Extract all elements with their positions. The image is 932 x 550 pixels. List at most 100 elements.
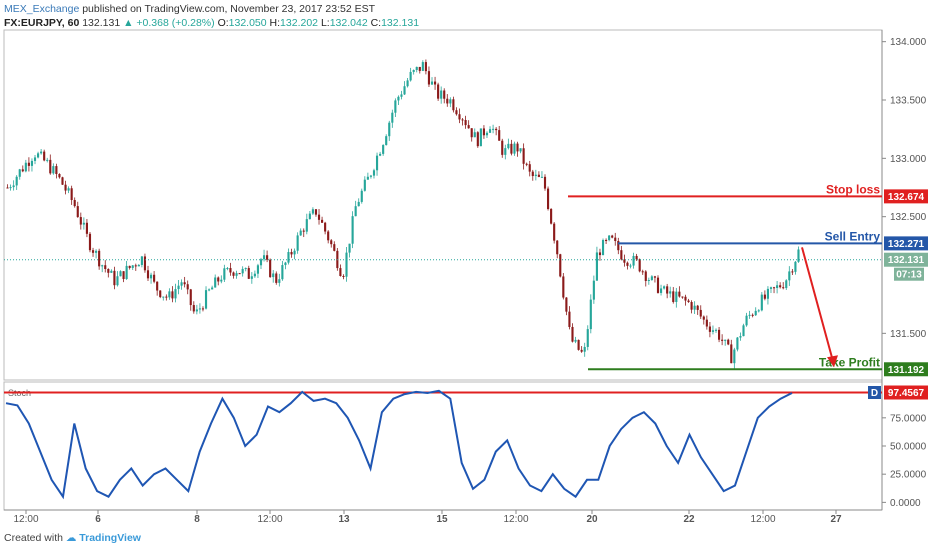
candle-body [61, 177, 64, 185]
candle-body [284, 262, 287, 266]
time-axis[interactable]: 12:00 6 8 12:00 13 15 12:00 20 22 12:00 27 [13, 510, 842, 525]
candle-body [507, 143, 510, 149]
candle-body [644, 271, 647, 281]
candle-body [736, 337, 739, 350]
high-label: H: [269, 17, 281, 29]
candle-body [27, 162, 30, 166]
candle-body [766, 288, 770, 299]
candle-body [156, 281, 159, 291]
candle-body [299, 230, 302, 236]
candle-body [430, 81, 434, 85]
candle-body [400, 94, 403, 97]
candle-body [626, 262, 629, 266]
candle-body [488, 129, 492, 133]
candle-body [699, 309, 702, 317]
candle-body [220, 279, 223, 282]
candle-body [177, 285, 180, 290]
candle-body [745, 315, 748, 326]
candle-body [595, 252, 598, 281]
candle-body [18, 169, 21, 177]
candle-body [107, 269, 110, 273]
candle-body [461, 119, 464, 121]
candle-body [43, 151, 46, 161]
candle-body [171, 291, 174, 299]
price-tick-label: 133.000 [890, 154, 927, 165]
candle-body [779, 285, 782, 288]
candle-body [580, 349, 583, 352]
author-link[interactable]: MEX_Exchange [4, 3, 80, 15]
candle-body [656, 277, 660, 293]
candle-body [259, 259, 263, 266]
candle-body [55, 166, 58, 175]
candle-body [589, 299, 592, 330]
candle-body [70, 188, 73, 201]
price-pane[interactable] [3, 29, 883, 381]
candle-body [776, 285, 779, 288]
candle-body [272, 273, 275, 278]
candle-body [342, 276, 345, 278]
time-tick-label: 12:00 [750, 514, 775, 525]
candle-body [302, 230, 305, 232]
candle-body [724, 339, 727, 341]
candle-body [52, 166, 55, 174]
candle-body [586, 329, 589, 347]
candle-body [632, 255, 635, 266]
candle-body [470, 128, 473, 138]
countdown-value: 07:13 [896, 270, 922, 281]
candle-body [58, 174, 61, 178]
candle-body [375, 155, 379, 171]
candle-body [495, 128, 498, 131]
candle-body [433, 81, 437, 85]
candle-body [739, 336, 742, 338]
candle-body [635, 255, 638, 260]
candle-body [369, 175, 373, 177]
close-value: 132.131 [381, 17, 420, 29]
candle-body [46, 159, 49, 161]
candle-body [653, 276, 657, 278]
time-tick-label: 27 [830, 514, 842, 525]
candle-body [568, 311, 571, 327]
candle-body [577, 339, 580, 350]
candle-body [305, 219, 308, 232]
d-marker-tag [868, 386, 881, 400]
candle-body [217, 277, 220, 282]
price-tick-label: 134.000 [890, 37, 927, 48]
candle-body [165, 296, 168, 298]
stoch-pane[interactable] [3, 381, 883, 511]
candle-body [501, 140, 504, 155]
candle-body [546, 188, 550, 210]
candle-body [247, 268, 250, 279]
candle-body [281, 265, 284, 280]
time-tick-label: 13 [338, 514, 350, 525]
candle-body [235, 273, 238, 276]
open-label: O: [217, 17, 229, 29]
close-label: C: [370, 17, 382, 29]
candle-body [76, 206, 79, 218]
tradingview-brand[interactable]: TradingView [79, 532, 141, 544]
candle-body [21, 169, 24, 172]
candle-body [605, 239, 608, 241]
candle-body [763, 294, 766, 299]
candle-body [327, 231, 330, 241]
price-chart[interactable]: 134.000 133.500 133.000 132.500 131.500 12:0… [0, 0, 932, 528]
take-profit-price-tag [884, 362, 928, 377]
candle-body [418, 66, 421, 71]
stoch-value: 97.4567 [888, 388, 925, 399]
projection-arrow [801, 247, 834, 362]
candle-body [663, 286, 666, 289]
created-with-text: Created with [4, 532, 63, 544]
countdown-tag [894, 267, 924, 281]
candle-body [540, 176, 544, 178]
candle-body [785, 280, 788, 289]
candle-body [592, 280, 595, 300]
symbol-label[interactable]: FX:EURJPY, 60 [4, 17, 80, 29]
candle-body [195, 309, 198, 312]
price-tick-label: 131.500 [890, 329, 927, 340]
candle-body [30, 160, 34, 166]
candle-body [140, 256, 143, 265]
price-axis[interactable]: 134.000 133.500 133.000 132.500 131.500 [882, 37, 927, 340]
candle-body [186, 284, 189, 290]
time-tick-label: 6 [95, 514, 101, 525]
candle-body [241, 268, 244, 274]
candle-body [727, 339, 730, 345]
